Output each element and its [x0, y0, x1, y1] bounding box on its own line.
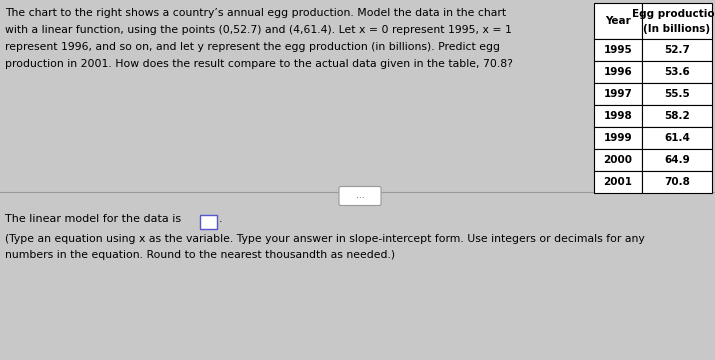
Bar — [594, 39, 642, 61]
Bar — [594, 83, 642, 105]
Bar — [642, 39, 712, 61]
Text: 1999: 1999 — [603, 133, 632, 143]
Text: The linear model for the data is: The linear model for the data is — [5, 214, 184, 224]
Bar — [594, 127, 642, 149]
Bar — [594, 171, 642, 193]
Text: production in 2001. How does the result compare to the actual data given in the : production in 2001. How does the result … — [5, 59, 513, 69]
Bar — [594, 3, 642, 39]
Text: 64.9: 64.9 — [664, 155, 690, 165]
FancyBboxPatch shape — [339, 186, 381, 206]
Bar — [642, 83, 712, 105]
Text: The chart to the right shows a country’s annual egg production. Model the data i: The chart to the right shows a country’s… — [5, 8, 506, 18]
Bar — [642, 105, 712, 127]
Text: 61.4: 61.4 — [664, 133, 690, 143]
Text: Year: Year — [605, 16, 631, 26]
Text: 53.6: 53.6 — [664, 67, 690, 77]
Text: 52.7: 52.7 — [664, 45, 690, 55]
Bar — [200, 215, 217, 229]
Text: 1997: 1997 — [603, 89, 633, 99]
Bar — [642, 149, 712, 171]
Bar — [594, 149, 642, 171]
Bar — [642, 127, 712, 149]
Text: numbers in the equation. Round to the nearest thousandth as needed.): numbers in the equation. Round to the ne… — [5, 250, 395, 260]
Text: 70.8: 70.8 — [664, 177, 690, 187]
Bar — [594, 105, 642, 127]
Text: 58.2: 58.2 — [664, 111, 690, 121]
Text: ...: ... — [355, 192, 365, 201]
Bar — [642, 3, 712, 39]
Text: .: . — [219, 214, 222, 224]
Text: 2000: 2000 — [603, 155, 633, 165]
Text: 1998: 1998 — [603, 111, 632, 121]
Text: 1996: 1996 — [603, 67, 632, 77]
Text: Egg production: Egg production — [632, 9, 715, 19]
Bar — [642, 171, 712, 193]
Text: 1995: 1995 — [603, 45, 632, 55]
Bar — [594, 61, 642, 83]
Text: (Type an equation using x as the variable. Type your answer in slope-intercept f: (Type an equation using x as the variabl… — [5, 234, 645, 244]
Text: 55.5: 55.5 — [664, 89, 690, 99]
Text: 2001: 2001 — [603, 177, 633, 187]
Bar — [642, 61, 712, 83]
Text: (In billions): (In billions) — [644, 24, 711, 34]
Text: with a linear function, using the points (0,52.7) and (4,61.4). Let x = 0 repres: with a linear function, using the points… — [5, 25, 512, 35]
Text: represent 1996, and so on, and let y represent the egg production (in billions).: represent 1996, and so on, and let y rep… — [5, 42, 500, 52]
